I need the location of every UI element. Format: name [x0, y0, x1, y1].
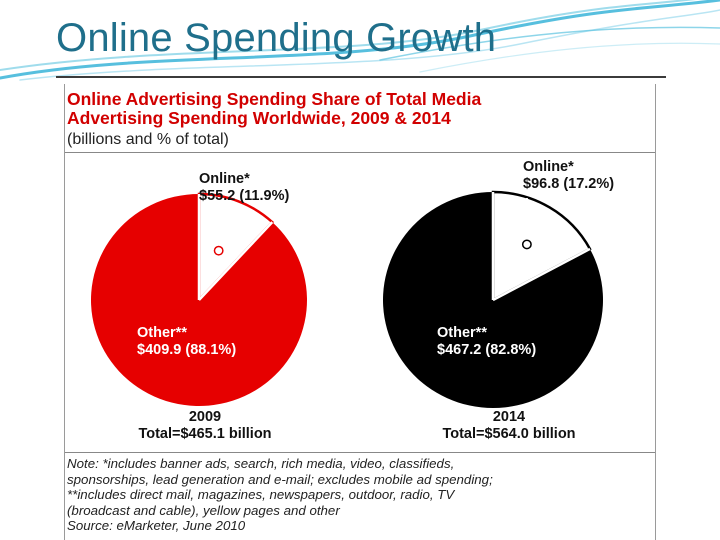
pie-charts: [91, 190, 604, 408]
pie-2014-other-label: Other** $467.2 (82.8%): [437, 325, 536, 359]
pie-2009-leader-dot: [213, 245, 224, 256]
chart-subtitle: (billions and % of total): [67, 131, 229, 148]
pie-2014-separator: [492, 247, 591, 302]
slide-title: Online Spending Growth: [56, 16, 497, 60]
pie-2009-other-name: Other**: [137, 325, 187, 341]
pie-2009-separator: [198, 221, 274, 301]
footnote-divider: [65, 452, 655, 453]
pie-2009-year: 2009: [188, 409, 222, 425]
chart-title-line-1: Online Advertising Spending Share of Tot…: [67, 89, 482, 109]
pie-2009-online-name: Online*: [199, 171, 250, 187]
title-underline: [56, 76, 666, 78]
chart-source: Source: eMarketer, June 2010: [67, 518, 246, 533]
pie-2009-total: 2009 Total=$465.1 billion: [105, 409, 305, 443]
pie-2009-online-slice: [197, 192, 275, 304]
pie-2009-other-value: $409.9 (88.1%): [137, 342, 237, 358]
pie-2009-online-label: Online* $55.2 (11.9%): [199, 171, 289, 205]
pie-2014-total: 2014 Total=$564.0 billion: [399, 409, 619, 443]
heading-divider: [65, 152, 655, 153]
chart-title-line-2: Advertising Spending Worldwide, 2009 & 2…: [67, 108, 451, 128]
pie-2014-other-value: $467.2 (82.8%): [437, 342, 537, 358]
pie-2014-online-value: $96.8 (17.2%): [523, 176, 615, 192]
footnote-line: sponsorships, lead generation and e-mail…: [67, 471, 493, 487]
chart-panel: Online Advertising Spending Share of Tot…: [64, 84, 656, 540]
pie-2009-other-label: Other** $409.9 (88.1%): [137, 325, 236, 359]
footnote-line: **includes direct mail, magazines, newsp…: [67, 487, 455, 502]
pie-2014-online-slice: [491, 190, 592, 303]
pie-2014-online-label: Online* $96.8 (17.2%): [523, 159, 614, 193]
footnote-line: Note: *includes banner ads, search, rich…: [67, 456, 455, 471]
pie-2014-online-name: Online*: [523, 159, 574, 175]
pie-2009: [91, 192, 308, 406]
pie-2014-other-name: Other**: [437, 325, 487, 341]
pie-2014-total-value: Total=$564.0 billion: [442, 426, 576, 442]
footnote-line: (broadcast and cable), yellow pages and …: [67, 502, 340, 518]
pie-2009-total-value: Total=$465.1 billion: [138, 426, 272, 442]
chart-footnote: Note: *includes banner ads, search, rich…: [67, 456, 493, 534]
pie-2009-online-value: $55.2 (11.9%): [199, 188, 290, 204]
pie-2014-year: 2014: [492, 409, 526, 425]
pie-2014-leader-dot: [521, 239, 532, 250]
pie-2014: [383, 190, 604, 408]
title-swoosh-decoration: [0, 0, 720, 81]
chart-title: Online Advertising Spending Share of Tot…: [67, 90, 481, 128]
